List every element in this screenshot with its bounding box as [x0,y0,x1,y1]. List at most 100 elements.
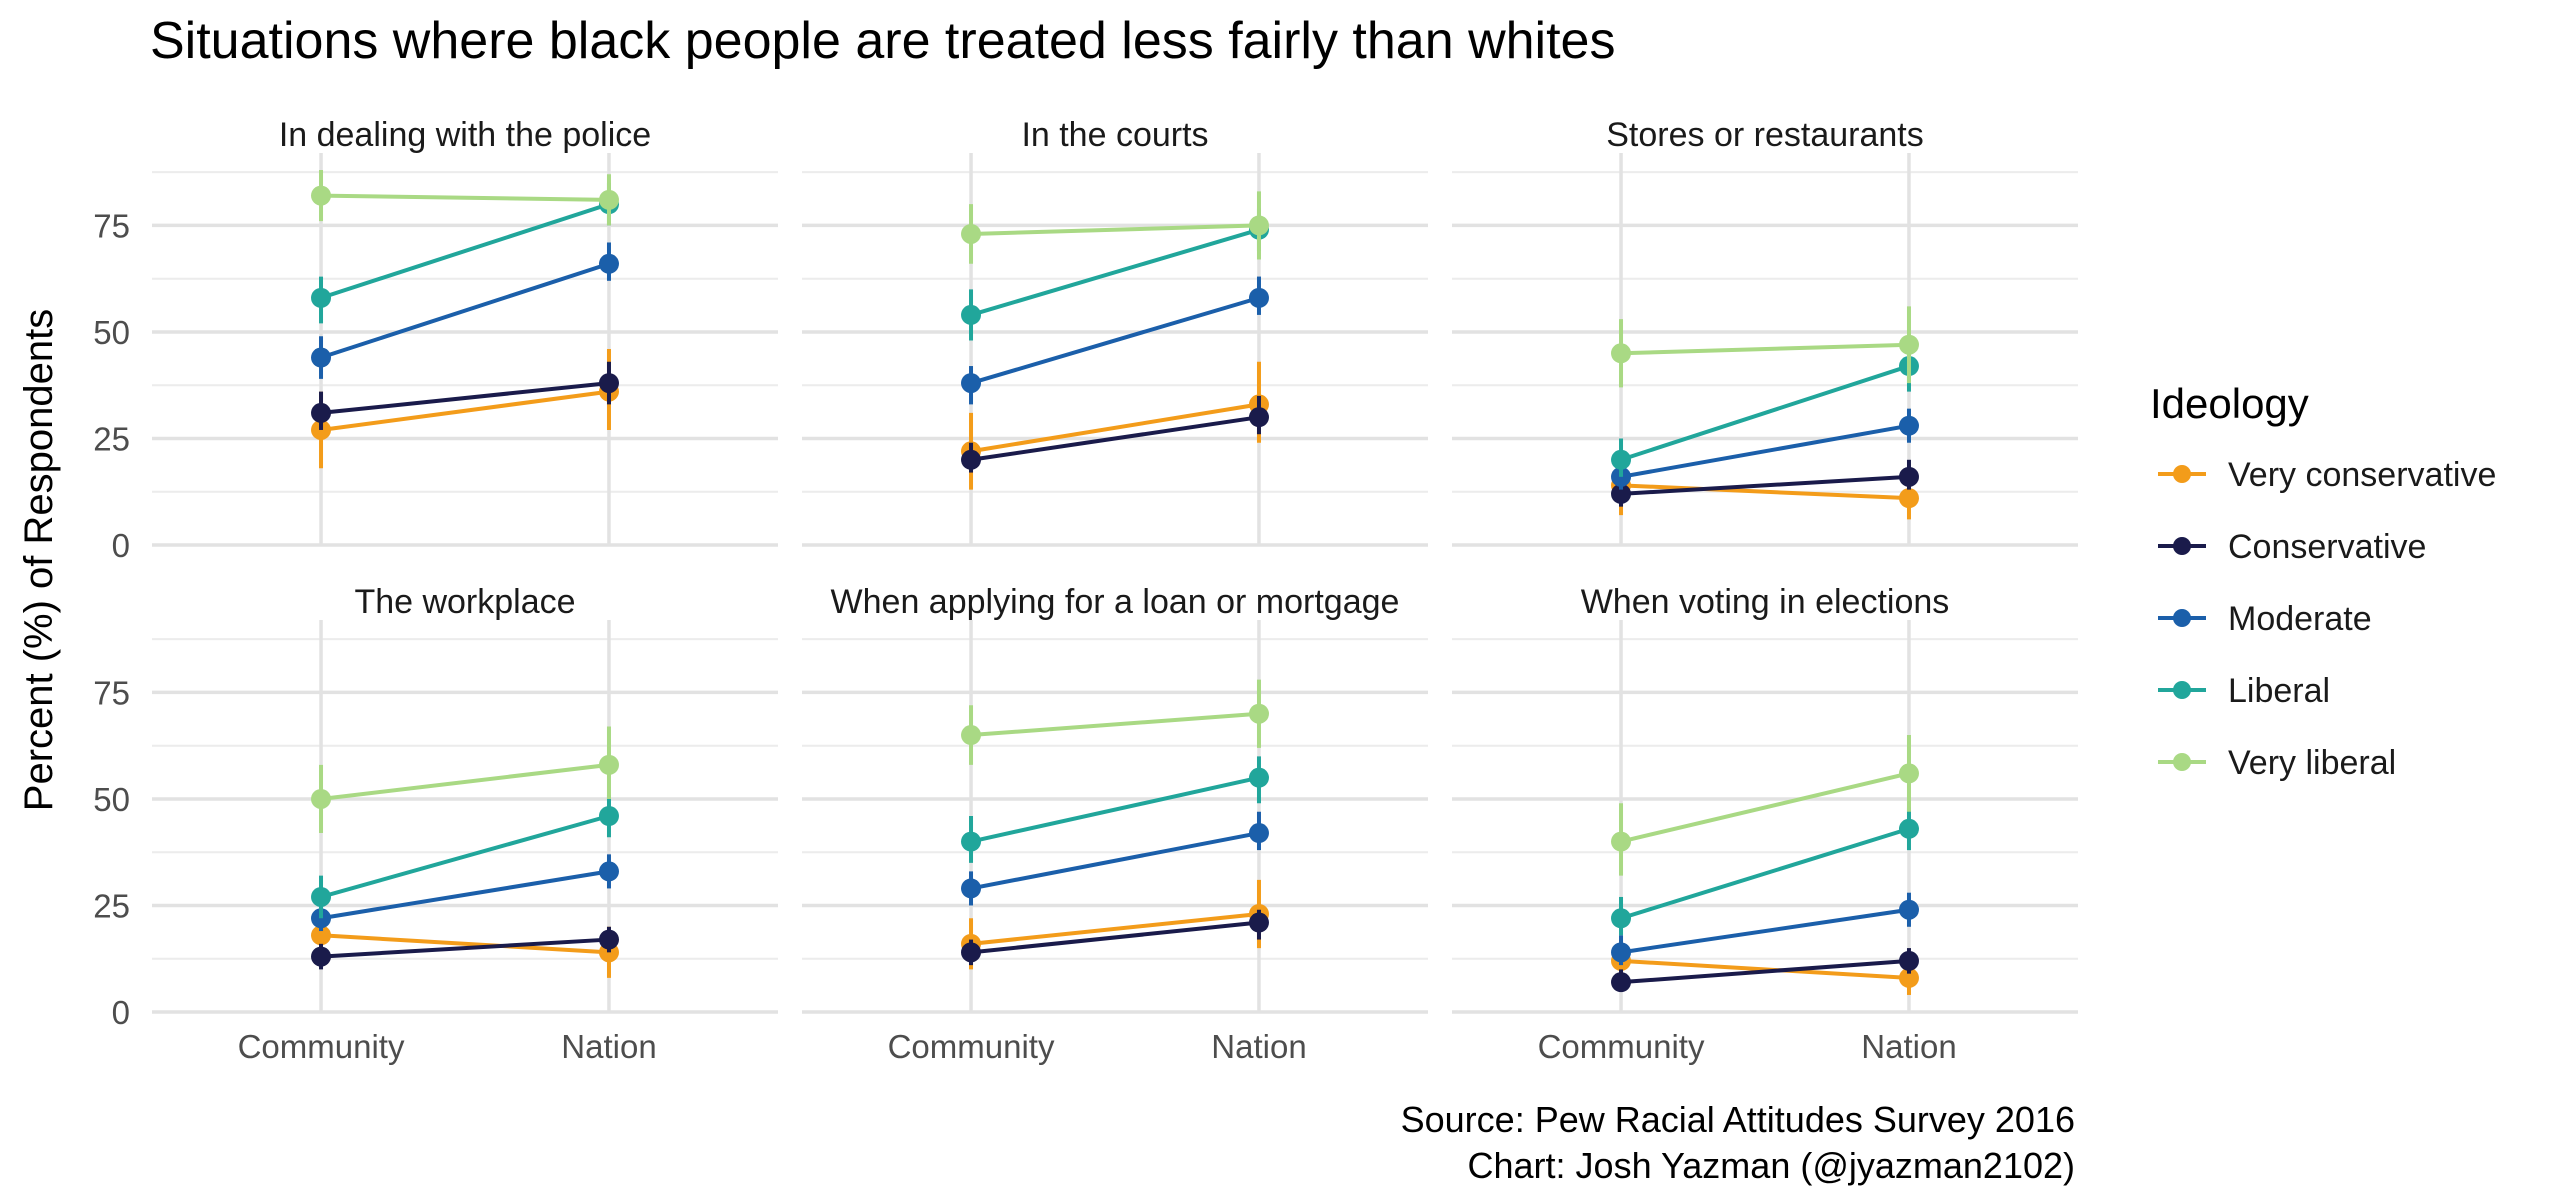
x-tick-label: Nation [1861,1028,1956,1065]
data-point [598,253,619,274]
series-line [320,381,610,415]
series [311,182,619,324]
panel-title: The workplace [354,583,575,621]
data-point [1898,899,1919,920]
data-point [598,861,619,882]
series-line [1620,364,1910,462]
data-point [1611,942,1632,963]
data-point [1898,415,1919,436]
chart-title: Situations where black people are treate… [150,12,1615,70]
series-line [970,711,1260,738]
x-tick-label: Nation [1211,1028,1306,1065]
data-point [598,189,619,210]
series-line [1620,907,1910,955]
data-point [961,373,982,394]
data-point [1898,967,1919,988]
series [311,726,619,834]
data-point [1248,703,1269,724]
x-tick-label: Community [1538,1028,1705,1065]
series-line [1620,958,1910,985]
panel: In dealing with the police 0 25 50 75 [93,116,778,564]
series-line [970,402,1260,454]
data-point [1898,488,1919,509]
data-point [598,373,619,394]
legend-entry: Moderate [2158,600,2372,638]
series [961,361,1269,490]
y-tick-label: 50 [93,781,130,818]
series-line [1620,342,1910,356]
y-tick-label: 0 [112,527,130,564]
series [1611,344,1919,477]
data-point [961,831,982,852]
series [311,242,619,379]
series-line [970,295,1260,386]
data-point [1248,287,1269,308]
data-point [311,788,332,809]
data-point [1898,763,1919,784]
panel: In the courts [802,116,1428,547]
data-point [961,942,982,963]
series [311,909,619,978]
series [1611,892,1919,966]
series [1611,807,1919,936]
data-point [1611,483,1632,504]
series-line [970,223,1260,236]
panel: The workplace 0 25 50 75 Community Nation [93,583,778,1065]
series-line [970,920,1260,955]
series-line [320,261,610,360]
series-line [1620,483,1910,501]
series [311,361,619,430]
series-line [320,389,610,432]
data-point [1898,334,1919,355]
legend-entry: Liberal [2158,672,2330,710]
data-point [961,449,982,470]
series-line [970,831,1260,891]
series-line [1620,474,1910,496]
series [961,909,1269,966]
data-point [1898,466,1919,487]
series [961,395,1269,473]
series-line [1620,423,1910,479]
y-tick-label: 75 [93,674,130,711]
data-point [1248,767,1269,788]
legend-label: Conservative [2228,528,2426,566]
panel: When voting in elections Community Nation [1452,583,2078,1065]
legend-entry: Conservative [2158,528,2426,566]
data-point [311,185,332,206]
legend-label: Very liberal [2228,744,2396,782]
data-point [961,223,982,244]
data-point [1611,972,1632,993]
series [1611,306,1919,388]
panel: Stores or restaurants [1452,116,2078,547]
series-line [320,937,610,959]
legend-entry: Very liberal [2158,744,2396,782]
y-tick-label: 25 [93,420,130,457]
series-line [1620,826,1910,921]
data-point [1611,831,1632,852]
data-point [1248,215,1269,236]
data-point [1611,343,1632,364]
series-line [970,912,1260,946]
panel-title: In dealing with the police [279,116,651,154]
series-line [320,762,610,801]
data-point [1248,823,1269,844]
legend-point-swatch [2173,753,2191,771]
data-point [1898,950,1919,971]
series-line [320,869,610,921]
series [311,854,619,932]
credit-caption: Chart: Josh Yazman (@jyazman2102) [1468,1145,2075,1186]
data-point [1611,449,1632,470]
series [311,926,619,970]
y-tick-label: 50 [93,314,130,351]
data-point [961,725,982,746]
y-tick-label: 25 [93,887,130,924]
legend: Ideology Very conservative Conservative Mo… [2150,380,2496,782]
y-tick-label: 75 [93,207,130,244]
series-line [320,814,610,899]
x-tick-label: Community [888,1028,1055,1065]
series [961,276,1269,405]
legend-point-swatch [2173,681,2191,699]
panel-title: When voting in elections [1581,583,1950,621]
series-line [320,933,610,955]
